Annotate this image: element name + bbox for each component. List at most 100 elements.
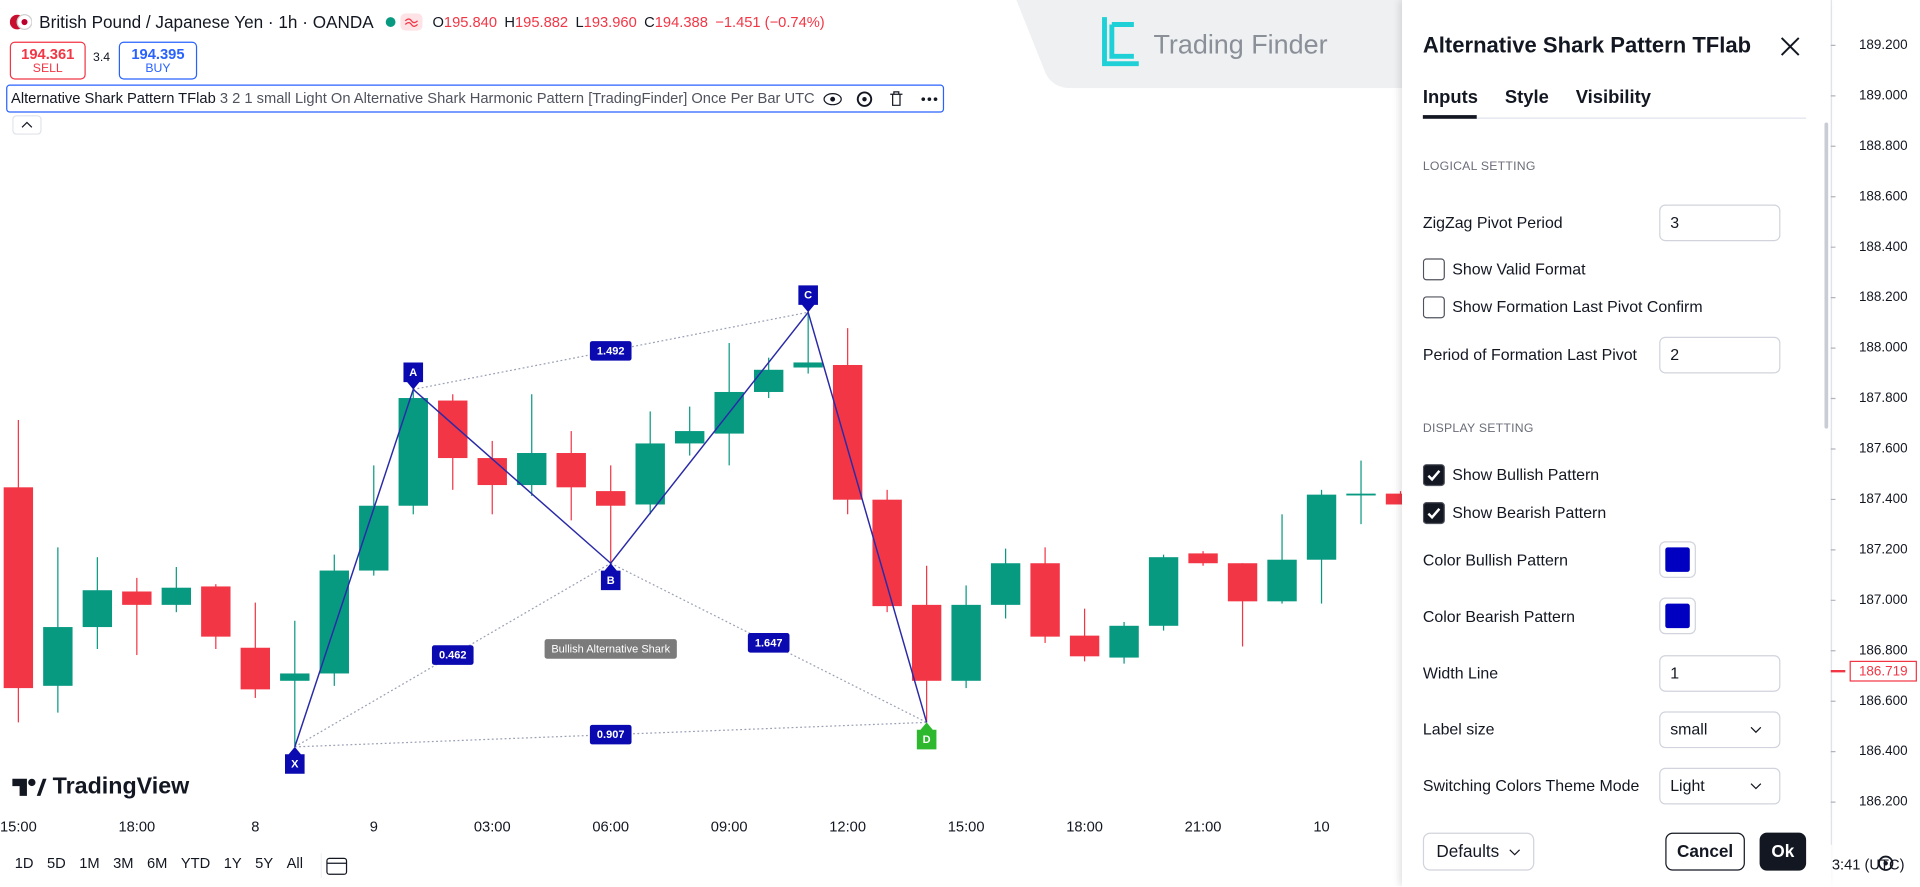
color-swatch[interactable] xyxy=(1659,541,1696,578)
candle-body xyxy=(3,487,34,689)
scrollbar xyxy=(1824,122,1829,429)
checkbox-label: Show Bullish Pattern xyxy=(1452,465,1600,484)
ratio-label: 0.462 xyxy=(439,650,467,662)
candle-body xyxy=(1306,494,1337,560)
candle-body xyxy=(1346,493,1376,496)
checkbox[interactable] xyxy=(1422,464,1445,487)
settings-icon[interactable] xyxy=(1876,853,1896,873)
gear-icon[interactable] xyxy=(856,91,873,107)
collapse-button[interactable] xyxy=(12,115,42,135)
last-price-box xyxy=(1849,660,1917,682)
header: British Pound / Japanese Yen · 1h · OAND… xyxy=(9,12,825,32)
x-tick-label: 10 xyxy=(1313,820,1329,836)
eye-icon[interactable] xyxy=(823,93,842,106)
pattern-point-label: B xyxy=(607,575,615,587)
clock: 3:41 (UTC) xyxy=(1831,855,1905,874)
inputs-list: LOGICAL SETTING ZigZag Pivot Period 3 Show … xyxy=(1422,141,1803,818)
text-input[interactable]: 3 xyxy=(1659,204,1781,242)
tv-logo: TradingView xyxy=(12,774,189,801)
symbol[interactable]: British Pound / Japanese Yen · 1h · OAND… xyxy=(39,12,374,32)
x-tick-label: 12:00 xyxy=(829,820,866,836)
y-tick-label: 187.400 xyxy=(1859,491,1908,506)
cancel-button[interactable]: Cancel xyxy=(1665,832,1745,871)
pattern-point-label: D xyxy=(923,734,931,746)
defaults-select[interactable]: Defaults xyxy=(1422,832,1535,871)
pattern-name: Bullish Alternative Shark xyxy=(551,643,670,655)
ratio-line xyxy=(413,311,809,391)
color-swatch[interactable] xyxy=(1659,597,1696,635)
candle-body xyxy=(1188,553,1218,564)
select-input[interactable]: Light xyxy=(1659,767,1781,805)
pattern-point-marker xyxy=(285,746,305,774)
buy-price: 194.395 xyxy=(131,45,185,63)
tv-logo-icon xyxy=(12,778,47,796)
y-tick-label: 186.200 xyxy=(1859,794,1908,809)
text-input[interactable]: 2 xyxy=(1659,336,1781,374)
x-tick-label: 06:00 xyxy=(592,820,629,836)
range-button[interactable]: 1Y xyxy=(223,854,242,872)
select-input[interactable]: small xyxy=(1659,711,1781,749)
checkbox-label: Show Valid Format xyxy=(1452,259,1586,278)
last-price-label: 186.719 xyxy=(1859,663,1908,678)
range-button[interactable]: 6M xyxy=(146,854,168,872)
tab[interactable]: Visibility xyxy=(1575,86,1651,108)
text-input[interactable]: 1 xyxy=(1659,655,1781,692)
close-button[interactable] xyxy=(1779,36,1801,58)
indicator-legend[interactable]: Alternative Shark Pattern TFlab 3 2 1 sm… xyxy=(6,84,945,113)
color-fill xyxy=(1665,547,1690,572)
price-axis: 189.200 189.000 188.800 188.600 188.400 188.2… xyxy=(1830,0,1917,845)
tab[interactable]: Style xyxy=(1504,86,1549,108)
tv-logo-text: TradingView xyxy=(52,773,190,800)
y-tick-label: 186.400 xyxy=(1859,743,1908,758)
ratio-label-bg xyxy=(589,724,632,745)
y-tick-label: 189.000 xyxy=(1859,87,1908,102)
range-button[interactable]: 5D xyxy=(46,854,66,872)
y-tick-label: 186.800 xyxy=(1859,642,1908,657)
checkbox[interactable] xyxy=(1422,258,1445,281)
x-tick-label: 9 xyxy=(370,820,378,836)
field-label: Color Bullish Pattern xyxy=(1422,551,1568,570)
tab[interactable]: Inputs xyxy=(1422,86,1478,108)
candle-body xyxy=(1385,493,1403,505)
candle-body xyxy=(1267,559,1297,602)
y-tick-label: 189.200 xyxy=(1859,37,1908,52)
settings-dialog: Alternative Shark Pattern TFlab Inputs St… xyxy=(1402,0,1831,887)
sell-button[interactable]: 194.361 SELL xyxy=(9,41,86,80)
trash-icon[interactable] xyxy=(890,91,903,106)
candle-body xyxy=(1069,635,1100,657)
pattern-point-marker xyxy=(916,722,937,750)
range-button[interactable]: YTD xyxy=(180,854,211,872)
ohlc-key: H xyxy=(504,13,515,31)
input-row: Switching Colors Theme Mode Light xyxy=(1423,758,1803,814)
section-heading: LOGICAL SETTING xyxy=(1422,160,1536,174)
field-label: ZigZag Pivot Period xyxy=(1422,213,1563,232)
y-tick-label: 188.800 xyxy=(1859,138,1908,153)
checkbox-label: Show Bearish Pattern xyxy=(1452,503,1607,522)
ok-button[interactable]: Ok xyxy=(1759,832,1807,871)
input-row: Show Valid Format xyxy=(1422,251,1803,289)
y-tick-label: 187.200 xyxy=(1859,541,1908,556)
y-tick-label: 188.200 xyxy=(1859,289,1908,304)
checkbox[interactable] xyxy=(1422,296,1445,319)
checkbox[interactable] xyxy=(1422,502,1445,525)
x-tick-label: 15:00 xyxy=(948,820,985,836)
candle-body xyxy=(1109,625,1139,658)
buy-button[interactable]: 194.395 BUY xyxy=(118,41,198,80)
field-label: Color Bearish Pattern xyxy=(1422,607,1576,626)
candle-body xyxy=(556,453,586,488)
watermark-text: Trading Finder xyxy=(1153,30,1327,60)
candle-body xyxy=(517,453,547,486)
candle-body xyxy=(753,369,784,392)
more-icon[interactable] xyxy=(921,97,926,102)
candle-body xyxy=(280,673,310,681)
goto-date-icon[interactable] xyxy=(320,853,350,878)
range-button[interactable]: 1M xyxy=(79,854,100,872)
ohlc-key: C xyxy=(644,13,655,31)
range-button[interactable]: 5Y xyxy=(255,854,274,872)
range-button[interactable]: 1D xyxy=(14,854,34,872)
range-button[interactable]: 3M xyxy=(113,854,134,872)
sell-label: SELL xyxy=(32,62,63,76)
candle-body xyxy=(951,604,981,681)
range-button[interactable]: All xyxy=(286,854,303,872)
candle-body xyxy=(201,586,231,637)
